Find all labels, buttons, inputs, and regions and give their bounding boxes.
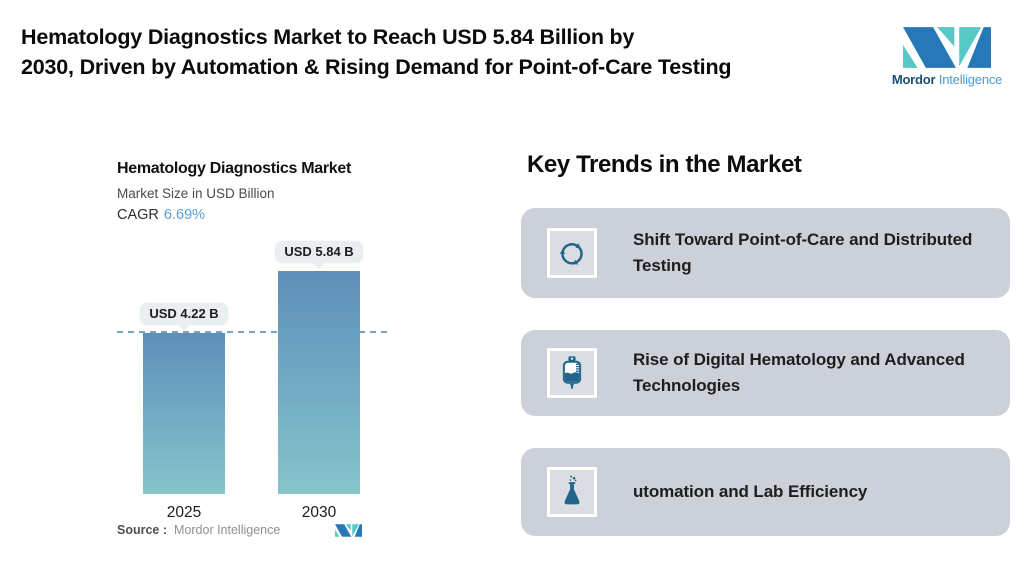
bar-2030 xyxy=(278,271,360,494)
cycle-arrows-icon xyxy=(559,243,583,265)
source-value: Mordor Intelligence xyxy=(174,523,281,537)
reference-dashed-line xyxy=(117,331,390,333)
value-label-pointer xyxy=(178,325,190,331)
source-row: Source : Mordor Intelligence xyxy=(117,523,362,537)
chart-subtitle: Market Size in USD Billion xyxy=(117,186,275,201)
chart-title: Hematology Diagnostics Market xyxy=(117,160,352,177)
flask-icon xyxy=(564,475,580,505)
brand-name-bold: Mordor xyxy=(891,72,936,87)
brand-name-light: Intelligence xyxy=(938,72,1003,87)
icon-box xyxy=(547,467,597,517)
trend-card-point-of-care: Shift Toward Point-of-Care and Distribut… xyxy=(521,208,1010,298)
mordor-intelligence-mini-logo-icon xyxy=(335,523,362,537)
page-title: Hematology Diagnostics Market to Reach U… xyxy=(21,23,732,82)
bar-2025 xyxy=(143,333,225,494)
trend-label: Rise of Digital Hematology and Advanced … xyxy=(633,350,965,395)
blood-bag-icon xyxy=(562,356,582,389)
brand-logo: Mordor Intelligence xyxy=(886,27,1008,87)
cagr-value: 6.69% xyxy=(163,207,206,223)
trend-card-automation: utomation and Lab Efficiency xyxy=(521,448,1010,536)
chart-cagr: CAGR 6.69% xyxy=(117,207,205,223)
value-label-pointer xyxy=(313,263,325,269)
bar-group-2030: USD 5.84 B 2030 xyxy=(275,241,363,521)
source-label: Source : xyxy=(117,523,168,537)
trend-card-digital-hematology: Rise of Digital Hematology and Advanced … xyxy=(521,330,1010,416)
page-title-line-2: 2030, Driven by Automation & Rising Dema… xyxy=(21,54,732,79)
icon-box xyxy=(547,228,597,278)
bar-chart: USD 4.22 B 2025 USD 5.84 B 2030 xyxy=(117,240,390,521)
icon-box xyxy=(547,348,597,398)
value-label-2025: USD 4.22 B xyxy=(140,303,228,325)
cagr-label: CAGR xyxy=(117,207,159,223)
trend-label: Shift Toward Point-of-Care and Distribut… xyxy=(633,230,973,275)
mordor-intelligence-logo-icon xyxy=(903,27,991,68)
trends-heading: Key Trends in the Market xyxy=(527,151,802,178)
axis-label-2025: 2025 xyxy=(166,504,202,521)
value-label-2030: USD 5.84 B xyxy=(275,241,363,263)
page-title-line-1: Hematology Diagnostics Market to Reach U… xyxy=(21,25,635,49)
axis-label-2030: 2030 xyxy=(301,504,337,521)
bar-group-2025: USD 4.22 B 2025 xyxy=(140,303,228,521)
brand-name: Mordor Intelligence xyxy=(886,72,1008,87)
trend-label: utomation and Lab Efficiency xyxy=(633,482,868,501)
